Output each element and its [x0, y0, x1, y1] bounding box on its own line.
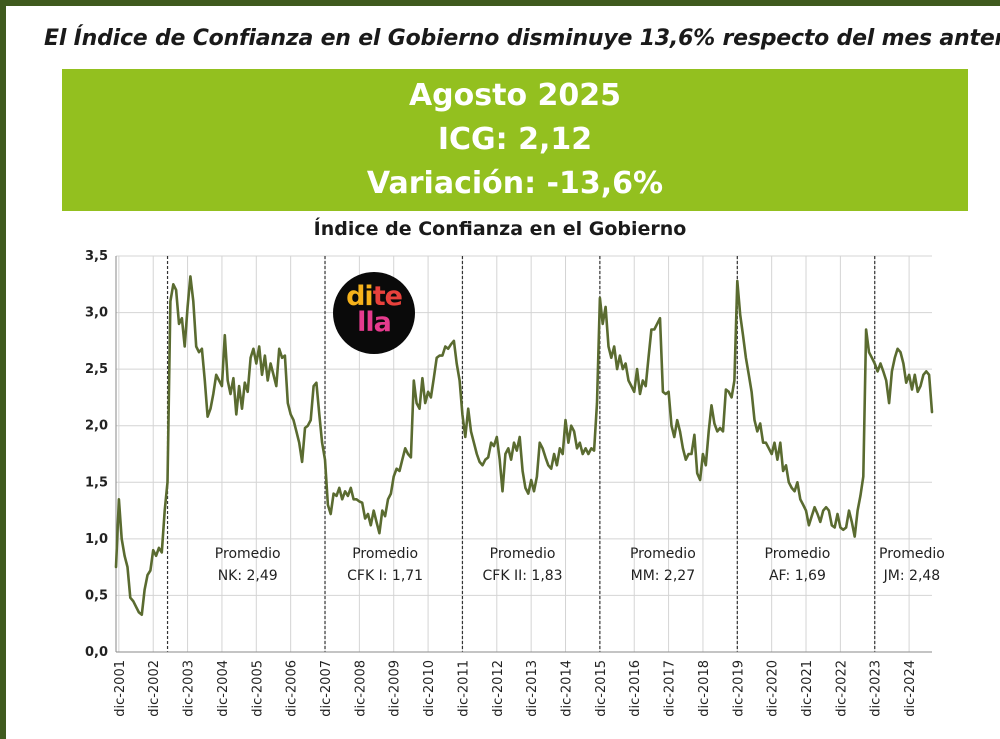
- y-tick-label: 0,5: [85, 588, 108, 603]
- average-label-value: CFK I: 1,71: [347, 568, 423, 584]
- logo-row-2: lla: [333, 308, 415, 338]
- average-label-title: Promedio: [630, 546, 696, 562]
- x-tick-label: dic-2006: [285, 660, 300, 717]
- average-label-value: JM: 2,48: [883, 568, 941, 584]
- chart-title: Índice de Confianza en el Gobierno: [313, 218, 687, 240]
- banner-icg: ICG: 2,12: [437, 122, 593, 157]
- y-tick-label: 2,0: [85, 419, 108, 434]
- x-tick-label: dic-2020: [766, 660, 781, 717]
- average-label-value: MM: 2,27: [631, 568, 696, 584]
- x-tick-label: dic-2017: [663, 660, 678, 717]
- x-tick-label: dic-2019: [731, 660, 746, 717]
- average-label-value: NK: 2,49: [218, 568, 278, 584]
- x-tick-label: dic-2024: [903, 660, 918, 717]
- logo-part-te: te: [372, 281, 403, 312]
- top-frame-bar: [0, 0, 1000, 6]
- logo-part-lla: lla: [357, 307, 392, 338]
- average-label-title: Promedio: [879, 546, 945, 562]
- left-frame-bar: [0, 0, 6, 739]
- y-tick-label: 3,5: [85, 249, 108, 264]
- x-tick-label: dic-2010: [422, 660, 437, 717]
- x-tick-label: dic-2005: [250, 660, 265, 717]
- x-tick-label: dic-2016: [628, 660, 643, 717]
- average-label-title: Promedio: [765, 546, 831, 562]
- headline: El Índice de Confianza en el Gobierno di…: [44, 26, 1000, 51]
- banner-period: Agosto 2025: [408, 78, 622, 113]
- average-label-title: Promedio: [352, 546, 418, 562]
- logo-row-1: dite: [333, 282, 415, 312]
- x-tick-label: dic-2004: [216, 660, 231, 717]
- y-tick-label: 0,0: [85, 645, 108, 660]
- y-tick-label: 3,0: [85, 306, 108, 321]
- x-tick-label: dic-2018: [697, 660, 712, 717]
- y-tick-label: 2,5: [85, 362, 108, 377]
- y-tick-label: 1,5: [85, 475, 108, 490]
- y-tick-label: 1,0: [85, 532, 108, 547]
- average-labels: Promedio NK: 2,49 Promedio CFK I: 1,71 Prome…: [215, 546, 945, 584]
- axes: 0,0 0,5 1,0 1,5 2,0 2,5 3,0 3,5 dic-2001 dic-2002…: [85, 249, 932, 717]
- x-tick-label: dic-2008: [353, 660, 368, 717]
- x-tick-label: dic-2012: [491, 660, 506, 717]
- x-tick-label: dic-2003: [182, 660, 197, 717]
- x-tick-label: dic-2011: [456, 660, 471, 717]
- x-tick-label: dic-2007: [319, 660, 334, 717]
- x-tick-label: dic-2009: [388, 660, 403, 717]
- average-label-value: AF: 1,69: [769, 568, 826, 584]
- average-label-title: Promedio: [490, 546, 556, 562]
- series-layer: [114, 275, 934, 617]
- logo-part-di: di: [346, 281, 374, 312]
- banner-variation: Variación: -13,6%: [366, 166, 664, 201]
- x-tick-label: dic-2014: [560, 660, 575, 717]
- average-label-value: CFK II: 1,83: [483, 568, 563, 584]
- x-tick-label: dic-2015: [594, 660, 609, 717]
- x-tick-label: dic-2021: [800, 660, 815, 717]
- average-label-title: Promedio: [215, 546, 281, 562]
- x-tick-label: dic-2023: [869, 660, 884, 717]
- ditella-logo: dite lla: [333, 272, 415, 354]
- x-tick-label: dic-2002: [147, 660, 162, 717]
- summary-banner: Agosto 2025 ICG: 2,12 Variación: -13,6%: [62, 69, 968, 211]
- x-tick-label: dic-2022: [834, 660, 849, 717]
- grid-layer: [116, 255, 932, 653]
- series-line: [114, 275, 934, 617]
- x-tick-label: dic-2013: [525, 660, 540, 717]
- x-tick-label: dic-2001: [113, 660, 128, 717]
